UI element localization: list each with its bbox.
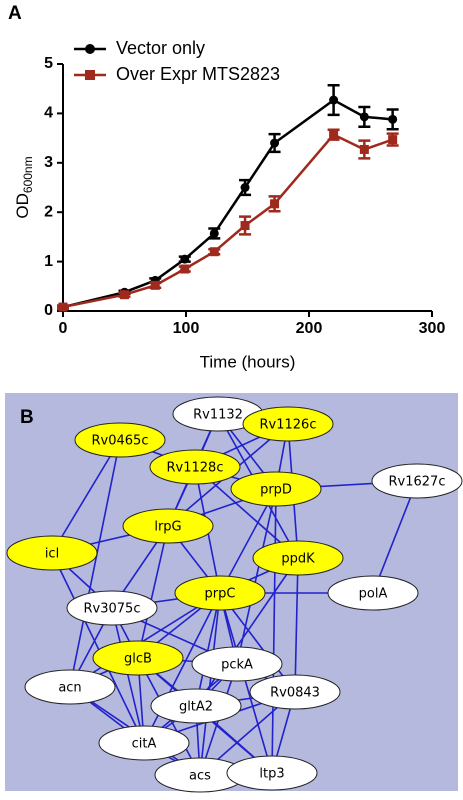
node-label: acs [189,769,211,784]
marker [150,280,160,290]
edge [199,592,221,776]
growth-chart: 0 1 2 3 4 5 0 100 200 300 Time (hours) OD600nm Vecto… [13,38,445,372]
node [242,406,334,442]
marker [240,183,250,192]
y-tick-label: 5 [44,55,53,72]
node-label: Rv0843 [270,686,320,701]
x-tick-label: 300 [419,320,446,337]
marker [58,302,68,312]
node [150,688,242,724]
node-label: Rv1132 [193,408,243,423]
edge [143,592,221,744]
series-line [62,98,393,309]
node [66,590,158,626]
node [327,575,419,611]
marker [359,144,369,154]
node-label: prpD [260,483,292,498]
node-label: ltp3 [259,767,284,782]
node-label: lrpG [154,520,181,535]
node-label: gltA2 [179,700,213,715]
node-label: polA [359,587,388,602]
edge [195,592,221,707]
y-tick-label: 3 [44,154,53,171]
node-label: Rv0465c [92,434,149,449]
marker [120,290,129,300]
node-label: prpC [205,587,236,602]
marker [180,264,190,274]
x-axis-label: Time (hours) [200,352,296,371]
edge [271,488,277,774]
marker [240,221,250,231]
edge [111,607,145,744]
node [174,575,266,611]
edge [51,552,145,744]
node [149,449,241,485]
node-label: Rv3075c [84,602,141,617]
x-tick-label: 100 [173,320,200,337]
node [371,463,463,499]
node [191,646,283,682]
marker [180,254,190,264]
node-label: Rv1128c [167,461,224,476]
marker [270,199,280,209]
node [24,669,116,705]
x-tick-label: 0 [59,320,68,337]
panel-label: A [8,3,22,24]
y-label-subscript: 600nm [21,156,35,193]
y-axis-label: OD600nm [13,156,35,218]
legend-label: Vector only [116,38,205,58]
node-label: acn [58,681,81,696]
y-label-main: OD [13,193,32,219]
node [230,471,322,507]
node [249,674,341,710]
node [98,725,190,761]
marker [329,130,339,140]
y-tick-label: 2 [44,203,53,220]
edge [137,525,169,659]
panel-label: B [20,407,34,428]
edge [219,488,277,594]
series-line [62,133,394,309]
legend-marker [85,44,95,54]
network: Rv1132 Rv1126c Rv0465c Rv1128c prpD Rv1627c lr… [6,396,463,793]
edge [69,439,121,688]
node-label: Rv1627c [389,475,446,490]
marker [388,114,398,124]
legend-marker [85,70,95,80]
marker [209,228,219,238]
node-label: icl [45,547,59,562]
edge [294,557,299,693]
y-tick-label: 4 [44,105,53,122]
edge [195,557,299,707]
node [226,755,318,791]
node-label: pckA [221,658,253,673]
edge [372,480,418,594]
node-label: glcB [124,652,152,667]
marker [359,112,369,122]
edge [69,592,221,688]
node-label: Rv1126c [260,418,317,433]
marker [209,247,219,257]
legend-label: Over Expr MTS2823 [116,64,280,84]
marker [329,95,339,105]
marker [388,135,398,145]
node [92,640,184,676]
x-tick-label: 200 [296,320,323,337]
node-label: citA [132,737,157,752]
node [74,422,166,458]
node-label: ppdK [281,552,315,567]
y-tick-label: 1 [44,253,53,270]
edge [51,439,121,554]
node [122,508,214,544]
edge [219,592,273,774]
y-tick-label: 0 [44,302,53,319]
node [252,540,344,576]
marker [270,138,280,148]
node [6,535,98,571]
